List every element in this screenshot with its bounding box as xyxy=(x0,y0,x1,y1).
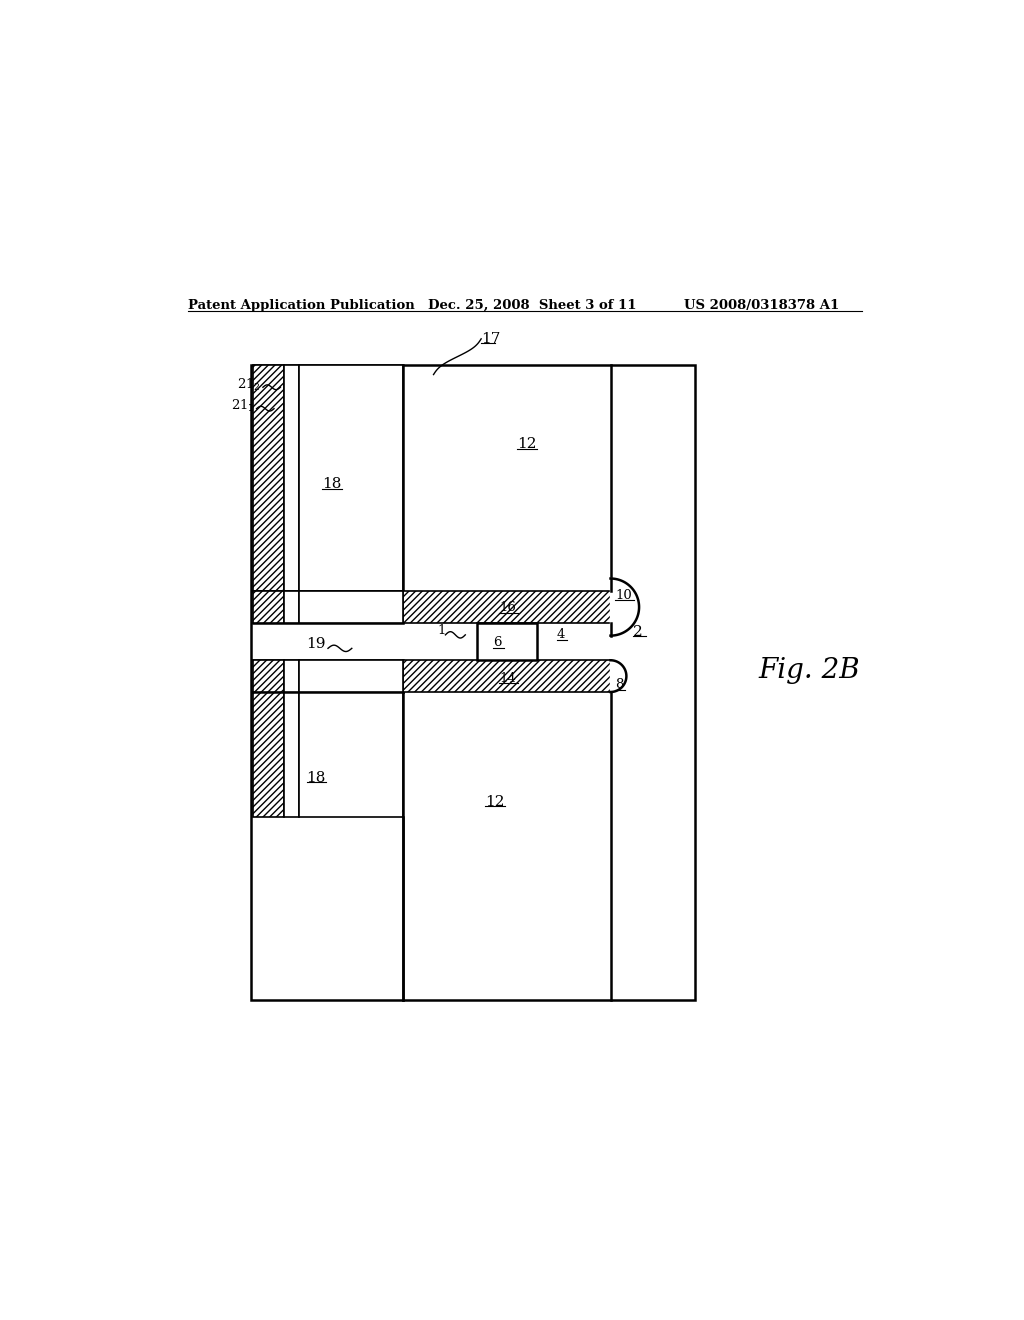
Bar xyxy=(402,660,610,692)
Bar xyxy=(299,366,402,591)
Text: 2: 2 xyxy=(633,624,642,639)
Text: 12: 12 xyxy=(485,795,505,809)
Bar xyxy=(299,692,402,817)
Bar xyxy=(253,366,284,591)
Text: 21$_1$: 21$_1$ xyxy=(231,399,255,414)
Text: Fig. 2B: Fig. 2B xyxy=(759,657,860,684)
Text: Dec. 25, 2008  Sheet 3 of 11: Dec. 25, 2008 Sheet 3 of 11 xyxy=(428,300,637,312)
Bar xyxy=(253,591,284,623)
Bar xyxy=(299,660,402,692)
Text: 8: 8 xyxy=(615,678,624,692)
Bar xyxy=(253,692,284,817)
Bar xyxy=(299,591,402,623)
Bar xyxy=(284,591,299,623)
Text: 17: 17 xyxy=(481,331,501,346)
Bar xyxy=(284,660,299,692)
Text: 10: 10 xyxy=(615,589,632,602)
Text: 12: 12 xyxy=(517,437,537,451)
Polygon shape xyxy=(610,578,639,636)
Text: 18: 18 xyxy=(306,771,326,784)
Bar xyxy=(253,660,284,692)
Text: 6: 6 xyxy=(494,636,502,649)
Text: Patent Application Publication: Patent Application Publication xyxy=(187,300,415,312)
Text: US 2008/0318378 A1: US 2008/0318378 A1 xyxy=(684,300,839,312)
Bar xyxy=(402,591,610,623)
Text: 18: 18 xyxy=(323,477,342,491)
Text: 1: 1 xyxy=(437,624,445,638)
Bar xyxy=(251,366,695,1001)
Text: 21$_2$: 21$_2$ xyxy=(238,376,261,393)
Bar xyxy=(477,623,537,660)
Text: 14: 14 xyxy=(500,672,516,685)
Text: 4: 4 xyxy=(557,628,565,642)
Text: 19: 19 xyxy=(306,638,326,651)
Bar xyxy=(284,692,299,817)
Bar xyxy=(284,366,299,591)
Text: 16: 16 xyxy=(500,602,516,614)
Polygon shape xyxy=(610,660,627,692)
